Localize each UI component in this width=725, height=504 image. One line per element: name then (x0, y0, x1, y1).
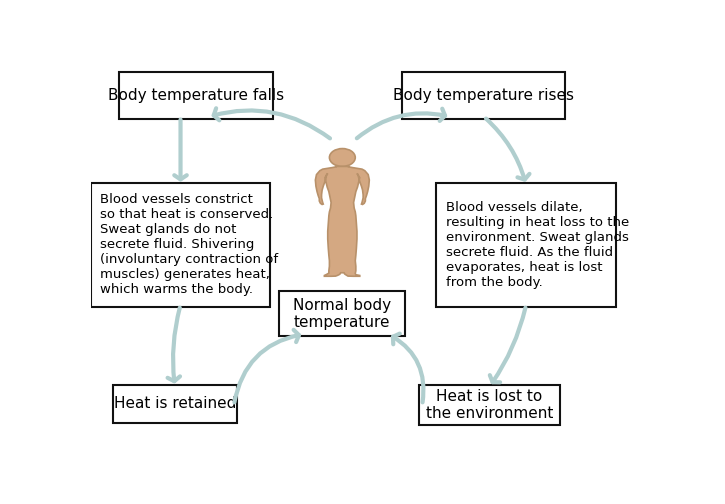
FancyBboxPatch shape (119, 72, 273, 119)
Text: Heat is lost to
the environment: Heat is lost to the environment (426, 389, 553, 421)
PathPatch shape (315, 166, 369, 276)
Text: Heat is retained: Heat is retained (114, 397, 236, 411)
Text: Blood vessels constrict
so that heat is conserved.
Sweat glands do not
secrete f: Blood vessels constrict so that heat is … (100, 194, 278, 296)
Text: Normal body
temperature: Normal body temperature (293, 297, 391, 330)
Text: Blood vessels dilate,
resulting in heat loss to the
environment. Sweat glands
se: Blood vessels dilate, resulting in heat … (446, 201, 629, 289)
Text: Body temperature rises: Body temperature rises (394, 88, 574, 103)
Circle shape (329, 149, 355, 166)
FancyBboxPatch shape (91, 183, 270, 307)
FancyBboxPatch shape (279, 291, 405, 336)
FancyBboxPatch shape (436, 183, 616, 307)
FancyBboxPatch shape (419, 385, 560, 425)
FancyBboxPatch shape (402, 72, 566, 119)
Text: Body temperature falls: Body temperature falls (108, 88, 284, 103)
FancyBboxPatch shape (113, 385, 236, 423)
